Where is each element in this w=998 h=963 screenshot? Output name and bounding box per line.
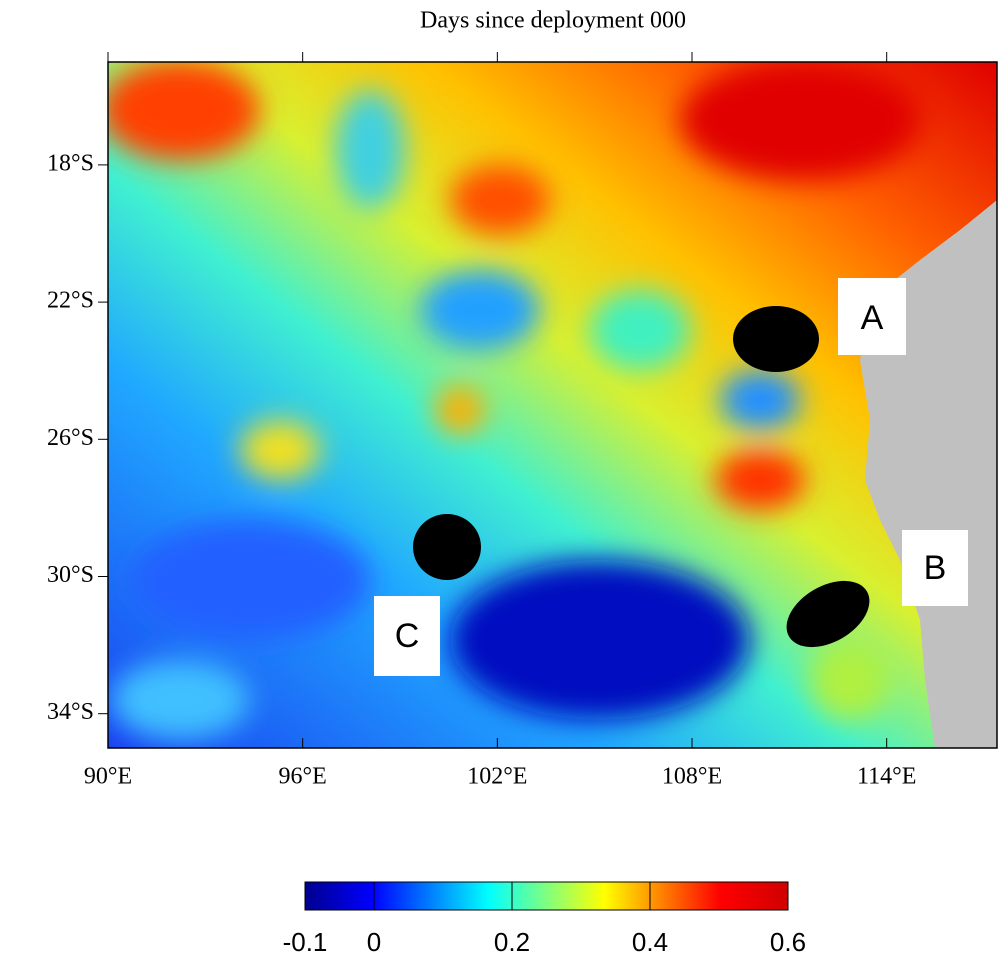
x-tick-label: 102°E	[467, 764, 527, 790]
annotation: A	[861, 299, 884, 337]
colorbar-tick-label: 0.2	[494, 927, 530, 957]
x-tick-label: 90°E	[84, 764, 132, 790]
annotation: C	[395, 617, 420, 655]
x-tick-label: 108°E	[662, 764, 722, 790]
plot-frame	[107, 61, 998, 749]
colorbar-tick-label: 0	[367, 927, 381, 957]
y-tick-label: 22°S	[47, 288, 94, 314]
annotation: B	[924, 549, 947, 587]
y-tick-label: 30°S	[47, 562, 94, 588]
y-tick-label: 18°S	[47, 150, 94, 176]
field	[108, 62, 997, 748]
title: Days since deployment 000	[420, 8, 686, 34]
label-box	[902, 530, 968, 606]
colorbar	[304, 881, 789, 911]
x-tick-label: 114°E	[857, 764, 916, 790]
label-box	[374, 596, 440, 676]
colorbar-tick-label: -0.1	[283, 927, 328, 957]
x-tick-label: 96°E	[279, 764, 327, 790]
y-tick-label: 26°S	[47, 425, 94, 451]
y-tick-label: 34°S	[47, 699, 94, 725]
colorbar-tick-label: 0.4	[632, 927, 668, 957]
label-box	[838, 278, 906, 355]
colorbar-tick-label: 0.6	[770, 927, 806, 957]
